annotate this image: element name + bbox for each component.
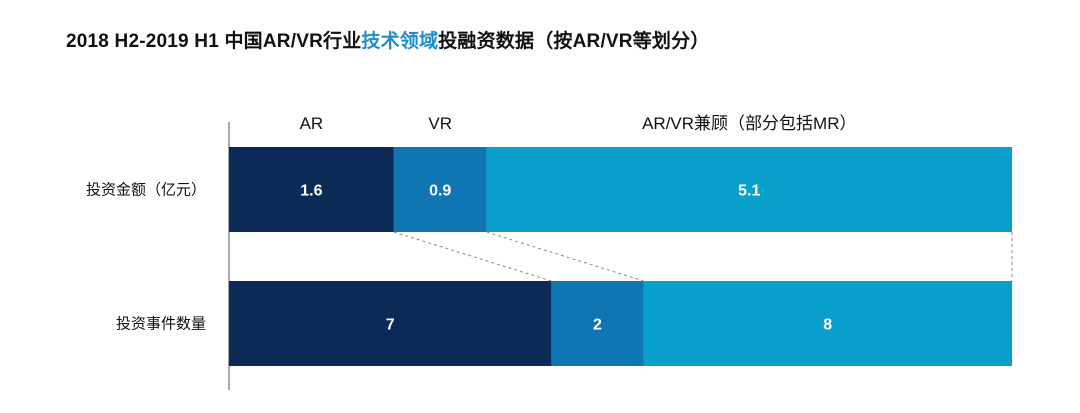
chart-title: 2018 H2-2019 H1 中国AR/VR行业技术领域投融资数据（按AR/V… xyxy=(66,26,710,53)
title-highlight: 技术领域 xyxy=(361,31,439,52)
data-label: 0.9 xyxy=(429,183,451,200)
bar-segment xyxy=(229,147,394,232)
data-label: 5.1 xyxy=(738,183,760,200)
bar-segment xyxy=(643,281,1012,366)
legend-label: AR/VR兼顾（部分包括MR） xyxy=(642,114,856,133)
category-label: 投资事件数量 xyxy=(116,316,206,333)
legend-label: AR xyxy=(300,114,324,133)
bar-segment xyxy=(229,281,552,366)
category-label: 投资金额（亿元） xyxy=(86,182,206,199)
bar-segment xyxy=(486,147,1012,232)
data-label: 2 xyxy=(593,317,602,334)
segment-connector-line xyxy=(393,231,552,282)
data-label: 8 xyxy=(823,317,832,334)
bar-segment xyxy=(551,281,644,366)
segment-connector-line xyxy=(486,231,644,282)
title-part1: 2018 H2-2019 H1 中国AR/VR行业 xyxy=(66,31,362,52)
legend-label: VR xyxy=(428,114,452,133)
data-label: 7 xyxy=(386,317,395,334)
title-part2: 投融资数据（按AR/VR等划分） xyxy=(438,31,710,52)
data-label: 1.6 xyxy=(300,183,322,200)
bar-segment xyxy=(393,147,487,232)
